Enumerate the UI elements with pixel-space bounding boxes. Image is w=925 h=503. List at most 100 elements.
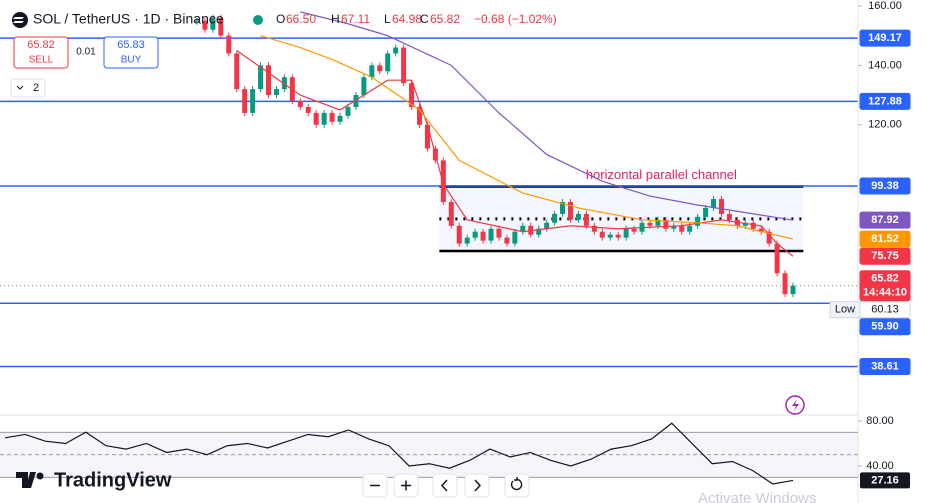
candle [409,83,415,107]
candle [575,213,581,220]
price-tag-label: 81.52 [871,233,899,245]
price-tag-label: 99.38 [871,180,899,192]
candle [273,89,279,96]
candle [194,20,200,22]
chevron [16,85,24,90]
candle [305,106,311,113]
candle [210,17,216,30]
ohlc-label: C [420,12,429,26]
candle [536,228,542,235]
candle [464,237,470,244]
candle [718,199,724,214]
price-tag-label: 59.90 [871,321,899,333]
sell-button[interactable] [13,36,69,69]
low-label: Low [835,304,855,316]
candle [496,228,502,238]
candle [424,124,430,149]
price-tag-label: 75.75 [871,250,899,262]
coin-icon [12,12,28,28]
candle [480,231,486,241]
candle [726,213,732,220]
price-tag [859,29,911,47]
candle [552,213,558,223]
candle [226,35,232,54]
candle [742,222,748,226]
coin-icon-glyph [13,17,24,23]
logo-text: TradingView [54,469,172,491]
candle [297,101,303,107]
buy-label: BUY [121,55,142,66]
indicator-toggle[interactable] [10,78,46,98]
candle [234,53,240,90]
toolbar [362,473,530,498]
candle [369,65,375,78]
candle [711,199,717,208]
scroll-right[interactable] [464,473,490,498]
buy-price: 65.83 [117,39,145,51]
spread: 0.01 [76,47,96,58]
logo-mark [16,472,36,488]
candle [790,285,796,295]
candle [615,234,621,238]
channel-annotation: horizontal parallel channel [586,167,737,182]
candle [512,231,518,244]
price-tag-label: 65.82 [871,273,899,285]
candle [774,243,780,274]
candle [695,216,701,226]
candle [703,207,709,217]
rsi-last-tag [860,472,910,489]
candle [663,219,669,229]
candle [679,225,685,232]
y-tick-label: 80.00 [866,415,894,427]
y-tick-label: 120.00 [868,119,902,131]
candle [393,47,399,54]
candle [250,89,256,113]
logo-dot [36,472,44,480]
candle [655,219,661,226]
rsi-pane: 80.00 40.00 27.16 [0,415,910,489]
candle [567,202,573,220]
y-tick-label: 160.00 [868,0,902,12]
reset-icon [510,477,523,491]
price-tag [859,358,911,376]
candle [353,95,359,107]
ohlc-label: O [276,12,285,26]
candle [456,225,462,244]
scroll-left[interactable] [432,473,458,498]
candle [750,222,756,229]
alert-glyph [792,399,799,411]
price-tag [859,270,911,302]
candle [758,228,764,232]
candle [687,225,693,232]
candle [440,160,446,203]
price-tag [859,230,911,248]
price-tag [859,211,911,229]
price-tag-label: 60.13 [871,304,899,316]
candle [647,222,653,226]
reset-view[interactable] [504,473,530,498]
buy-button[interactable] [103,36,159,69]
price-tag [859,92,911,110]
right-icon [474,479,482,492]
price-tag-label: 127.88 [868,95,902,107]
y-tick-label: 40.00 [866,460,894,472]
candle [218,17,224,36]
candle [329,112,335,122]
price-tag-label: 14:44:10 [863,287,907,299]
watermark: Activate Windows [698,490,816,503]
candle [266,65,272,96]
left-icon [440,479,448,492]
channel-fill [439,186,804,252]
price-tag [859,318,911,336]
candle [472,231,478,238]
candle [281,77,287,90]
candle [544,222,550,229]
market-status [253,15,263,25]
price-tag-label: 38.61 [871,360,899,372]
candle [591,225,597,232]
low-tag [829,301,861,319]
rsi-line [4,422,794,485]
ohlc-label: H [331,12,340,26]
symbol[interactable]: SOL / TetherUS · 1D · Binance [33,11,224,27]
candle [583,213,589,226]
